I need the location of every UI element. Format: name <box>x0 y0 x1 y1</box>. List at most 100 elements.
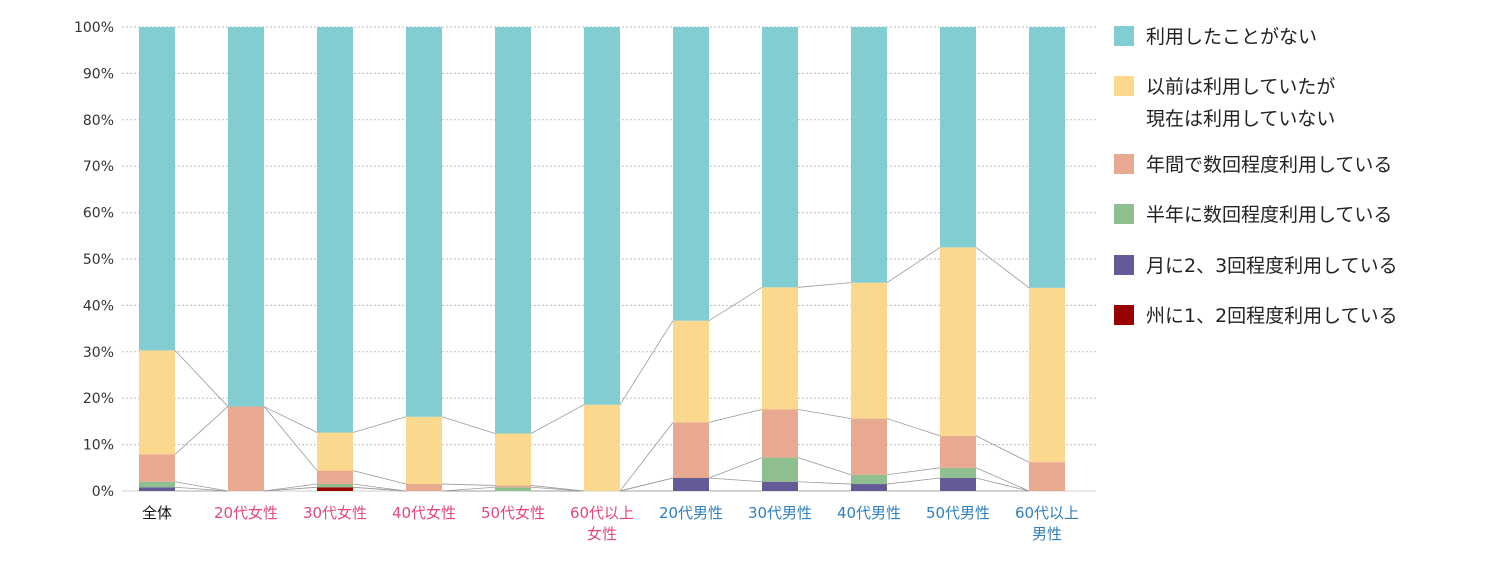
legend-swatch <box>1114 76 1134 96</box>
connector-lines <box>174 247 1030 492</box>
bar-segment <box>1029 287 1065 463</box>
bar-segment <box>851 418 887 475</box>
connector-line <box>352 486 407 492</box>
bar-segment <box>851 27 887 283</box>
x-category-label: 40代男性 <box>837 504 901 522</box>
legend-entry-label: 半年に数回程度利用している <box>1146 204 1392 226</box>
bar-segment <box>673 478 709 491</box>
x-category-label: 60代以上女性 <box>570 504 634 543</box>
bar-segment <box>317 484 353 488</box>
connector-line <box>708 477 763 483</box>
connector-line <box>708 457 763 479</box>
y-tick-label: 20% <box>83 391 114 407</box>
legend-entry-label: 州に1、2回程度利用している <box>1146 305 1398 327</box>
bar-segment <box>1029 27 1065 288</box>
bar-segment <box>317 487 353 491</box>
connector-line <box>797 481 852 485</box>
x-category-label: 50代女性 <box>481 504 545 522</box>
connector-line <box>886 467 941 476</box>
x-category-label: 全体 <box>142 504 172 522</box>
y-tick-label: 0% <box>92 484 114 500</box>
connector-line <box>797 282 852 288</box>
bar-segment <box>139 27 175 351</box>
bar-segment <box>139 350 175 455</box>
connector-line <box>797 408 852 420</box>
x-category-label: 60代以上男性 <box>1015 504 1079 543</box>
connector-line <box>174 481 229 492</box>
bar-segment <box>495 27 531 434</box>
connector-line <box>975 435 1030 463</box>
bar-segment <box>139 454 175 482</box>
bar-segment <box>228 406 264 491</box>
connector-line <box>708 286 763 322</box>
bar-segment <box>228 27 264 407</box>
bars <box>139 27 1065 491</box>
bar-segment <box>584 404 620 491</box>
connector-line <box>975 477 1030 492</box>
bar-segment <box>762 409 798 458</box>
bar-segment <box>762 27 798 288</box>
bar-segment <box>317 470 353 485</box>
y-tick-label: 90% <box>83 66 114 82</box>
x-category-label: 50代男性 <box>926 504 990 522</box>
connector-line <box>975 247 1030 289</box>
bar-segment <box>495 487 531 491</box>
legend-entry-label: 以前は利用していたが現在は利用していない <box>1146 76 1335 130</box>
connector-line <box>263 483 318 492</box>
legend-swatch <box>1114 26 1134 46</box>
x-category-label: 30代男性 <box>748 504 812 522</box>
y-tick-label: 10% <box>83 438 114 454</box>
connector-line <box>174 486 229 492</box>
connector-line <box>352 416 407 433</box>
legend-swatch <box>1114 154 1134 174</box>
bar-segment <box>851 484 887 491</box>
connector-line <box>619 422 674 492</box>
legend-swatch <box>1114 255 1134 275</box>
bar-segment <box>139 487 175 491</box>
bar-segment <box>139 481 175 488</box>
bar-segment <box>673 27 709 321</box>
bar-segment <box>317 432 353 471</box>
x-category-label: 30代女性 <box>303 504 367 522</box>
y-tick-label: 70% <box>83 159 114 175</box>
connector-line <box>263 406 318 433</box>
connector-line <box>886 247 941 283</box>
legend-entry-label: 利用したことがない <box>1146 26 1317 48</box>
legend: 利用したことがない以前は利用していたが現在は利用していない年間で数回程度利用して… <box>1114 26 1398 327</box>
x-category-label: 20代男性 <box>659 504 723 522</box>
connector-line <box>708 408 763 423</box>
bar-segment <box>762 457 798 482</box>
connector-line <box>174 350 229 407</box>
bar-segment <box>495 485 531 488</box>
legend-swatch <box>1114 305 1134 325</box>
connector-line <box>441 483 496 486</box>
bar-segment <box>940 247 976 436</box>
connector-line <box>441 486 496 492</box>
connector-line <box>886 418 941 437</box>
connector-line <box>263 486 318 492</box>
bar-segment <box>584 27 620 405</box>
bar-segment <box>1029 462 1065 491</box>
bar-segment <box>940 435 976 468</box>
y-tick-label: 50% <box>83 252 114 268</box>
y-tick-label: 80% <box>83 113 114 129</box>
bar-segment <box>940 478 976 491</box>
bar-segment <box>495 433 531 486</box>
connector-line <box>530 404 585 434</box>
connector-line <box>441 416 496 434</box>
bar-segment <box>762 287 798 410</box>
bar-segment <box>940 467 976 479</box>
connector-line <box>886 477 941 485</box>
bar-segment <box>673 422 709 479</box>
bar-segment <box>851 282 887 419</box>
connector-line <box>530 485 585 492</box>
connector-line <box>263 406 318 471</box>
legend-entry-label: 月に2、3回程度利用している <box>1146 255 1398 277</box>
y-tick-label: 40% <box>83 298 114 314</box>
bar-segment <box>406 27 442 417</box>
y-tick-label: 100% <box>74 20 114 36</box>
y-tick-label: 30% <box>83 345 114 361</box>
connector-line <box>619 320 674 405</box>
x-category-label: 40代女性 <box>392 504 456 522</box>
connector-line <box>797 457 852 476</box>
